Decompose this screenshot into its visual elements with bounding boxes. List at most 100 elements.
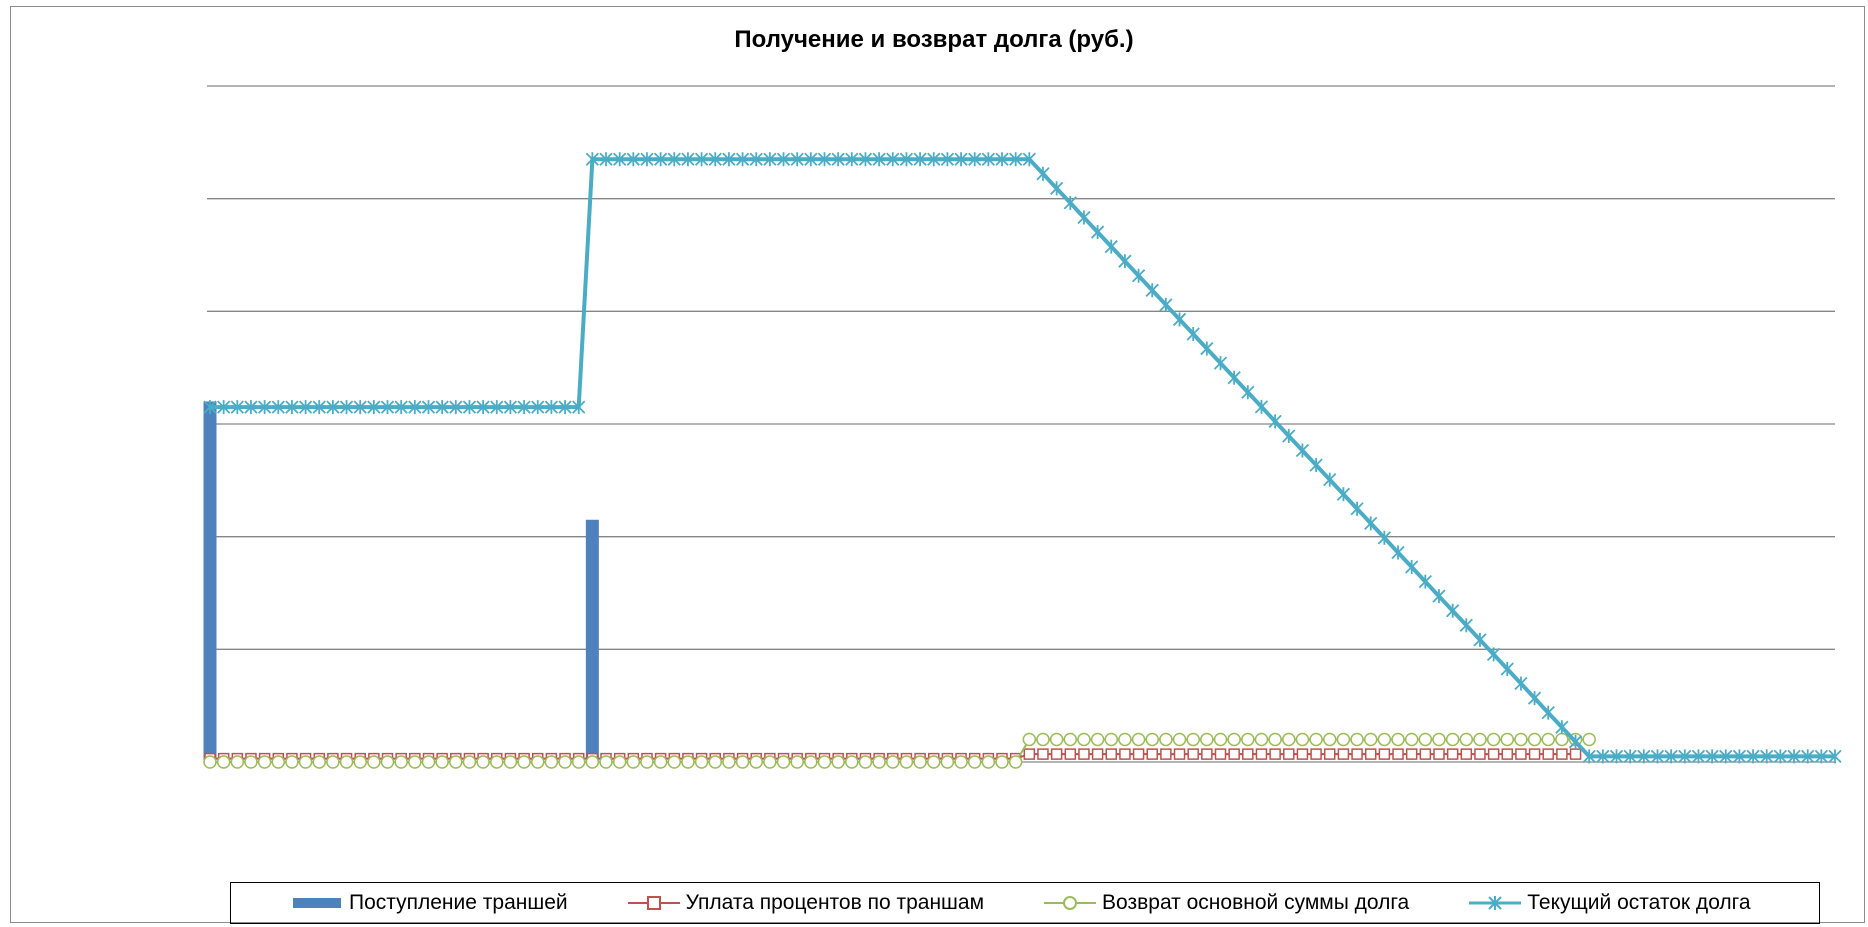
square-marker — [1283, 748, 1295, 760]
square-marker — [1515, 748, 1527, 760]
square-marker — [1214, 748, 1227, 760]
circle-marker — [817, 755, 832, 769]
circle-marker — [1336, 732, 1351, 747]
circle-marker — [1200, 732, 1214, 747]
x-marker — [1773, 749, 1788, 764]
x-marker — [1063, 195, 1077, 210]
square-marker — [1132, 748, 1145, 760]
x-marker — [1760, 749, 1774, 764]
square-marker — [1187, 748, 1199, 760]
x-marker — [1801, 749, 1815, 764]
circle-marker — [1527, 732, 1542, 747]
circle-marker — [1077, 732, 1091, 747]
x-marker — [1350, 501, 1364, 516]
square-marker — [1392, 748, 1404, 760]
square-marker — [1446, 748, 1459, 760]
legend: Поступление траншей Уплата процентов по … — [230, 882, 1820, 924]
x-marker — [640, 152, 654, 167]
square-marker — [1351, 748, 1363, 760]
circle-marker — [544, 755, 559, 769]
x-marker — [1131, 268, 1146, 283]
x-marker — [1814, 749, 1828, 764]
x-marker — [1828, 749, 1842, 764]
x-marker — [667, 152, 681, 167]
x-marker — [613, 152, 627, 167]
circle-marker — [626, 755, 641, 769]
circle-marker — [1241, 732, 1255, 747]
circle-marker — [571, 755, 586, 769]
x-marker — [1213, 356, 1228, 371]
x-marker — [531, 400, 545, 415]
circle-marker — [831, 755, 845, 769]
x-marker — [1678, 749, 1692, 764]
circle-marker — [1172, 732, 1187, 747]
chart-title: Получение и возврат долга (руб.) — [734, 26, 1134, 53]
x-marker — [408, 400, 422, 415]
circle-marker — [1022, 732, 1037, 747]
x-marker — [1623, 749, 1637, 764]
x-marker — [1719, 749, 1733, 764]
x-marker — [339, 400, 354, 415]
x-marker — [394, 400, 408, 415]
circle-marker — [435, 755, 449, 769]
x-marker — [1787, 749, 1801, 764]
circle-marker — [1582, 732, 1596, 747]
circle-marker — [954, 755, 968, 769]
x-marker — [1036, 166, 1050, 181]
square-marker — [1405, 748, 1418, 760]
square-marker — [1296, 748, 1309, 760]
circle-marker — [203, 755, 217, 769]
x-marker — [1596, 749, 1610, 764]
square-marker — [1378, 748, 1391, 760]
circle-marker — [1254, 732, 1269, 747]
circle-marker — [913, 755, 927, 769]
circle-marker — [367, 755, 381, 769]
square-marker — [1487, 748, 1500, 760]
x-marker — [694, 152, 709, 167]
x-marker — [1705, 749, 1719, 764]
x-marker — [217, 400, 231, 415]
x-marker — [1118, 254, 1132, 269]
x-marker — [1555, 720, 1569, 735]
circle-marker — [244, 755, 258, 769]
x-marker — [476, 400, 490, 415]
x-marker — [735, 152, 750, 167]
x-marker — [1405, 560, 1419, 575]
circle-marker — [1036, 732, 1050, 747]
circle-marker — [640, 755, 654, 769]
legend-item-principal: Возврат основной суммы долга — [1044, 891, 1409, 915]
square-marker — [1269, 748, 1281, 760]
x-marker — [490, 400, 504, 415]
circle-marker — [271, 755, 286, 769]
circle-marker — [790, 755, 804, 769]
square-marker — [1105, 748, 1118, 760]
x-marker — [503, 400, 518, 415]
circle-marker — [612, 755, 627, 769]
circle-marker — [1445, 732, 1460, 747]
circle-marker — [763, 755, 777, 769]
x-marker — [1241, 385, 1255, 400]
circle-marker — [1473, 732, 1487, 747]
circle-marker — [967, 755, 982, 769]
x-marker — [899, 152, 914, 167]
bar-series — [203, 401, 599, 762]
circle-marker — [899, 755, 914, 769]
circle-marker — [1145, 732, 1159, 747]
x-marker — [1172, 312, 1187, 327]
x-marker — [831, 152, 845, 167]
x-marker — [995, 152, 1009, 167]
square-marker — [1542, 748, 1554, 760]
square-marker — [1173, 748, 1186, 760]
circle-marker — [722, 755, 736, 769]
x-marker — [517, 400, 531, 415]
square-marker — [1078, 748, 1090, 760]
x-marker — [203, 400, 217, 415]
square-marker — [1201, 748, 1213, 760]
circle-marker — [1295, 732, 1310, 747]
circle-marker — [1090, 732, 1105, 747]
circle-marker — [1159, 732, 1173, 747]
square-marker — [1556, 748, 1568, 760]
circle-marker — [339, 755, 354, 769]
circle-marker — [1049, 732, 1064, 747]
circle-marker — [667, 755, 682, 769]
